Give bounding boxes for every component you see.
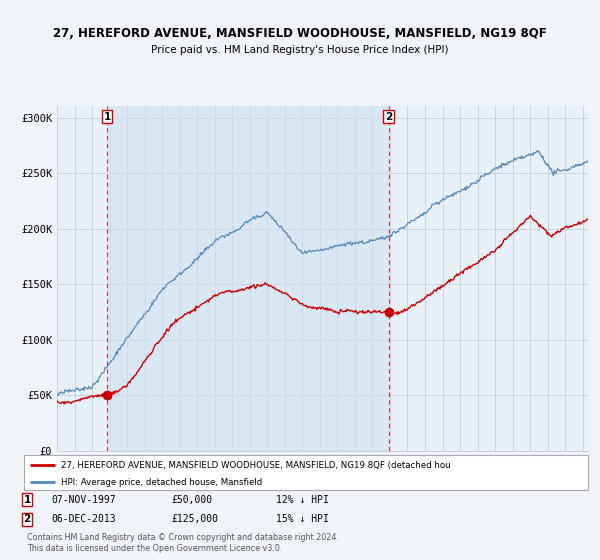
- Text: 27, HEREFORD AVENUE, MANSFIELD WOODHOUSE, MANSFIELD, NG19 8QF (detached hou: 27, HEREFORD AVENUE, MANSFIELD WOODHOUSE…: [61, 460, 450, 469]
- Text: 15% ↓ HPI: 15% ↓ HPI: [276, 514, 329, 524]
- Text: 2: 2: [385, 111, 392, 122]
- Text: Contains HM Land Registry data © Crown copyright and database right 2024.: Contains HM Land Registry data © Crown c…: [27, 533, 339, 542]
- Bar: [107, 106, 389, 451]
- Text: 2: 2: [23, 514, 31, 524]
- Text: Price paid vs. HM Land Registry's House Price Index (HPI): Price paid vs. HM Land Registry's House …: [151, 45, 449, 55]
- Text: £50,000: £50,000: [171, 494, 212, 505]
- Text: 12% ↓ HPI: 12% ↓ HPI: [276, 494, 329, 505]
- Text: 1: 1: [23, 494, 31, 505]
- Text: HPI: Average price, detached house, Mansfield: HPI: Average price, detached house, Mans…: [61, 478, 262, 487]
- Text: 1: 1: [103, 111, 110, 122]
- Text: £125,000: £125,000: [171, 514, 218, 524]
- Text: 07-NOV-1997: 07-NOV-1997: [51, 494, 116, 505]
- Text: 27, HEREFORD AVENUE, MANSFIELD WOODHOUSE, MANSFIELD, NG19 8QF: 27, HEREFORD AVENUE, MANSFIELD WOODHOUSE…: [53, 27, 547, 40]
- Text: 06-DEC-2013: 06-DEC-2013: [51, 514, 116, 524]
- Text: This data is licensed under the Open Government Licence v3.0.: This data is licensed under the Open Gov…: [27, 544, 283, 553]
